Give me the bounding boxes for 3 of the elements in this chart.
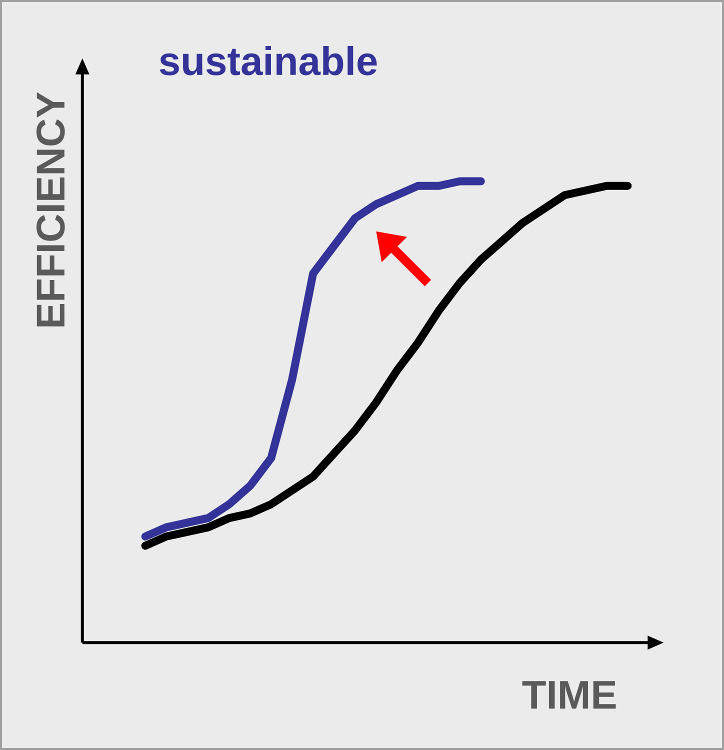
y-axis-title: EFFICIENCY bbox=[36, 92, 65, 326]
x-axis-title: TIME bbox=[522, 681, 616, 709]
text: sustainable bbox=[160, 46, 377, 76]
